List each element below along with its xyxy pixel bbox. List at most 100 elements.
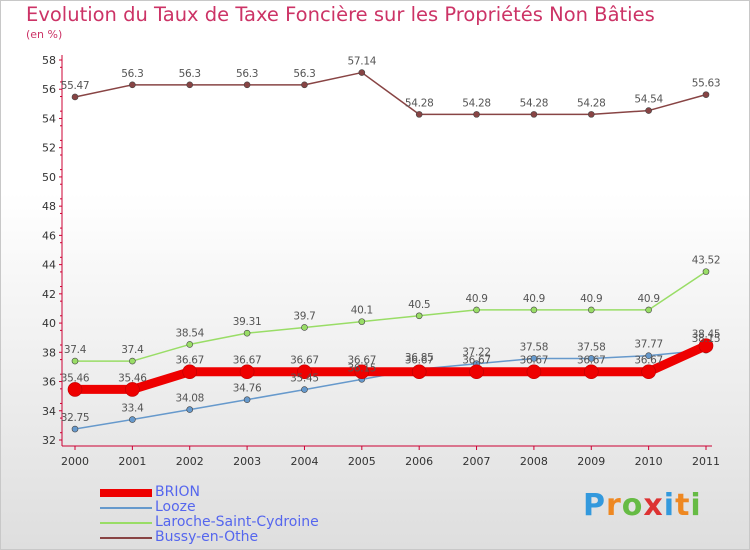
data-label: 55.47 bbox=[61, 80, 90, 92]
x-tick-label: 2001 bbox=[118, 455, 146, 468]
data-point bbox=[186, 341, 194, 348]
legend-swatch bbox=[100, 507, 152, 509]
data-point bbox=[67, 382, 83, 397]
series-line-1 bbox=[74, 349, 707, 430]
data-label: 36.67 bbox=[577, 355, 606, 367]
data-point bbox=[645, 306, 652, 314]
data-label: 54.54 bbox=[634, 94, 663, 106]
data-label: 40.1 bbox=[351, 305, 373, 317]
legend: BRION Looze Laroche-Saint-Cydroine Bussy-en… bbox=[100, 485, 400, 545]
x-tick-label: 2009 bbox=[577, 455, 605, 468]
series-line-3 bbox=[74, 71, 707, 116]
data-label: 56.3 bbox=[179, 68, 201, 80]
data-point bbox=[71, 93, 79, 101]
data-label: 38.45 bbox=[692, 329, 721, 341]
data-label: 54.28 bbox=[462, 97, 491, 109]
data-label: 54.28 bbox=[405, 97, 434, 109]
data-point bbox=[301, 81, 308, 89]
data-point bbox=[239, 364, 255, 380]
data-label: 39.7 bbox=[293, 310, 315, 322]
y-tick-label: 46 bbox=[42, 229, 56, 242]
data-point bbox=[354, 364, 370, 380]
data-label: 37.4 bbox=[121, 344, 144, 356]
legend-label: Laroche-Saint-Cydroine bbox=[155, 514, 319, 530]
data-label: 56.3 bbox=[236, 68, 258, 80]
x-tick-label: 2010 bbox=[635, 455, 663, 468]
y-tick-label: 50 bbox=[42, 171, 56, 184]
y-tick-label: 34 bbox=[42, 405, 56, 418]
data-point bbox=[698, 338, 714, 354]
data-label: 32.75 bbox=[61, 412, 90, 424]
x-tick-label: 2003 bbox=[233, 455, 261, 468]
data-label: 36.67 bbox=[405, 355, 434, 367]
data-point bbox=[301, 386, 308, 393]
data-label: 36.85 bbox=[405, 352, 434, 364]
data-point bbox=[415, 111, 423, 118]
data-point bbox=[71, 357, 79, 365]
data-label: 34.76 bbox=[233, 383, 262, 395]
data-label: 55.63 bbox=[692, 78, 721, 90]
data-label: 35.45 bbox=[290, 373, 319, 385]
data-point bbox=[587, 355, 595, 362]
y-tick-label: 58 bbox=[42, 54, 56, 67]
data-label: 38.54 bbox=[175, 327, 204, 339]
data-label: 56.3 bbox=[121, 68, 143, 80]
y-tick-label: 32 bbox=[42, 434, 56, 447]
proxiti-logo: Proxiti bbox=[583, 488, 702, 523]
y-tick-label: 44 bbox=[42, 259, 56, 272]
data-point bbox=[415, 312, 423, 320]
data-label: 35.46 bbox=[118, 372, 147, 384]
data-label: 38.15 bbox=[692, 333, 721, 345]
y-tick-label: 52 bbox=[42, 142, 56, 155]
x-tick-label: 2004 bbox=[290, 455, 318, 468]
data-point bbox=[411, 364, 427, 380]
data-point bbox=[645, 352, 652, 359]
data-label: 40.9 bbox=[523, 293, 545, 305]
data-label: 33.4 bbox=[121, 403, 144, 415]
data-point bbox=[583, 364, 599, 380]
logo-letter: o bbox=[621, 488, 644, 523]
y-tick-label: 42 bbox=[42, 288, 56, 301]
legend-item: BRION bbox=[100, 485, 400, 500]
data-point bbox=[702, 91, 710, 98]
data-point bbox=[473, 306, 480, 314]
data-point bbox=[530, 355, 538, 362]
y-tick-label: 38 bbox=[42, 346, 56, 359]
data-label: 56.3 bbox=[293, 68, 315, 80]
logo-letter: i bbox=[663, 488, 676, 523]
data-point bbox=[297, 364, 312, 380]
data-point bbox=[129, 357, 136, 365]
x-tick-label: 2008 bbox=[520, 455, 548, 468]
data-label: 39.31 bbox=[233, 316, 262, 328]
data-label: 40.9 bbox=[465, 293, 487, 305]
data-label: 40.9 bbox=[580, 293, 602, 305]
logo-letter: t bbox=[675, 488, 691, 523]
data-label: 37.77 bbox=[634, 339, 663, 351]
data-point bbox=[182, 364, 198, 380]
legend-item: Bussy-en-Othe bbox=[100, 530, 400, 545]
data-point bbox=[186, 81, 194, 89]
data-label: 36.67 bbox=[520, 355, 549, 367]
x-tick-label: 2002 bbox=[176, 455, 204, 468]
data-point bbox=[301, 324, 308, 331]
data-label: 40.9 bbox=[638, 293, 660, 305]
data-label: 36.67 bbox=[348, 355, 377, 367]
y-tick-label: 54 bbox=[42, 112, 56, 125]
data-point bbox=[530, 111, 538, 118]
logo-letter: P bbox=[583, 488, 606, 523]
data-point bbox=[243, 81, 251, 89]
logo-letter: x bbox=[643, 488, 664, 523]
data-point bbox=[125, 382, 140, 397]
chart-subtitle: (en %) bbox=[26, 28, 63, 41]
data-point bbox=[587, 111, 595, 118]
legend-item: Laroche-Saint-Cydroine bbox=[100, 515, 400, 530]
data-point bbox=[129, 81, 136, 89]
data-point bbox=[526, 364, 542, 380]
legend-swatch bbox=[100, 489, 152, 497]
chart-title: Evolution du Taux de Taxe Foncière sur l… bbox=[26, 3, 655, 26]
legend-swatch bbox=[100, 537, 152, 539]
data-point bbox=[702, 268, 710, 275]
data-point bbox=[469, 364, 484, 380]
data-point bbox=[129, 416, 136, 423]
